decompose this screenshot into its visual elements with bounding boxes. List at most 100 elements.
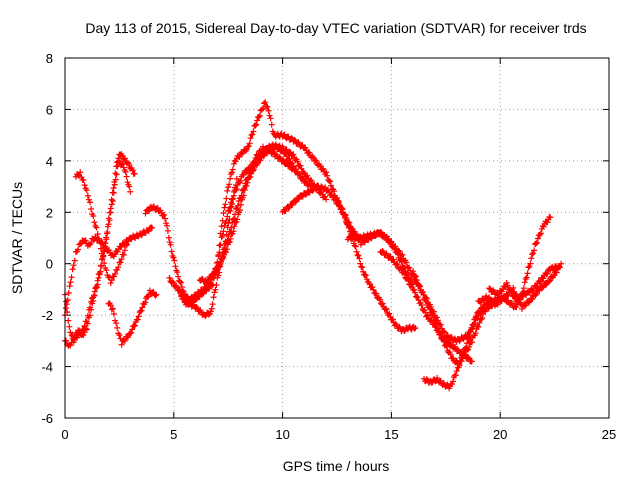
x-tick-label: 5: [170, 427, 177, 442]
data-point: [530, 250, 537, 257]
data-point: [88, 306, 95, 313]
data-point: [76, 327, 83, 334]
y-tick-label: 2: [46, 205, 53, 220]
data-point: [116, 331, 123, 338]
x-tick-label: 10: [275, 427, 289, 442]
data-point: [547, 214, 554, 221]
data-point: [429, 310, 436, 317]
data-point: [479, 305, 486, 312]
data-point: [554, 264, 561, 271]
data-point: [452, 343, 459, 350]
data-point: [96, 238, 103, 245]
data-point: [476, 309, 483, 316]
data-point: [236, 153, 243, 160]
data-point: [247, 174, 254, 181]
data-point: [87, 312, 94, 319]
data-point: [437, 331, 444, 338]
data-point: [235, 198, 242, 205]
data-point: [177, 279, 184, 286]
data-point: [87, 199, 94, 206]
data-point: [403, 259, 410, 266]
data-point: [114, 324, 121, 331]
data-point: [529, 287, 536, 294]
data-point: [518, 305, 525, 312]
series-sat-2: [72, 169, 132, 287]
data-point: [291, 136, 298, 143]
data-point: [203, 285, 210, 292]
data-point: [215, 272, 222, 279]
data-point: [118, 341, 125, 348]
data-point: [425, 312, 432, 319]
data-point: [405, 277, 412, 284]
data-point: [286, 155, 293, 162]
data-point: [253, 121, 260, 128]
data-point: [114, 163, 121, 170]
data-point: [413, 277, 420, 284]
data-point: [222, 201, 229, 208]
data-point: [109, 305, 116, 312]
data-point: [168, 248, 175, 255]
data-point: [134, 316, 141, 323]
data-point: [111, 181, 118, 188]
data-point: [209, 301, 216, 308]
data-point: [255, 113, 262, 120]
data-point: [382, 305, 389, 312]
data-point: [68, 339, 75, 346]
data-point: [125, 161, 132, 168]
data-point: [531, 247, 538, 254]
data-point: [245, 142, 252, 149]
data-point: [352, 243, 359, 250]
data-point: [486, 285, 493, 292]
data-point: [456, 362, 463, 369]
data-point: [457, 357, 464, 364]
x-tick-label: 0: [61, 427, 68, 442]
data-point: [308, 177, 315, 184]
data-point: [383, 306, 390, 313]
data-point: [224, 224, 231, 231]
data-point: [528, 255, 535, 262]
data-point: [227, 175, 234, 182]
data-point: [121, 155, 128, 162]
data-point: [419, 289, 426, 296]
data-point: [412, 325, 419, 331]
data-point: [294, 158, 301, 165]
data-point: [422, 309, 429, 316]
data-point: [232, 181, 239, 188]
data-point: [228, 203, 235, 210]
data-point: [394, 261, 401, 268]
data-point: [121, 247, 128, 254]
data-point: [252, 122, 259, 129]
data-point: [513, 304, 520, 311]
data-point: [324, 172, 331, 179]
data-point: [153, 291, 160, 298]
data-point: [142, 299, 149, 306]
series-sat-8: [196, 143, 299, 286]
data-point: [221, 222, 228, 229]
data-point: [163, 222, 170, 229]
data-point: [416, 282, 423, 289]
data-point: [550, 272, 557, 279]
data-point: [476, 308, 483, 315]
data-point: [547, 277, 554, 284]
data-point: [524, 270, 531, 277]
data-point: [456, 337, 463, 344]
data-point: [110, 189, 117, 196]
data-point: [66, 283, 73, 290]
data-point: [213, 282, 220, 289]
data-point: [303, 178, 310, 185]
data-point: [335, 198, 342, 205]
data-point: [84, 320, 91, 327]
data-point: [296, 171, 303, 178]
data-point: [232, 219, 239, 226]
data-point: [109, 197, 116, 204]
data-point: [135, 313, 142, 320]
data-point: [468, 326, 475, 333]
data-point: [220, 246, 227, 253]
data-point: [362, 272, 369, 279]
chart-title: Day 113 of 2015, Sidereal Day-to-day VTE…: [85, 20, 586, 36]
data-point: [478, 316, 485, 323]
data-point: [107, 280, 114, 287]
data-point: [216, 242, 223, 249]
data-point: [94, 277, 101, 284]
data-point: [112, 170, 119, 177]
